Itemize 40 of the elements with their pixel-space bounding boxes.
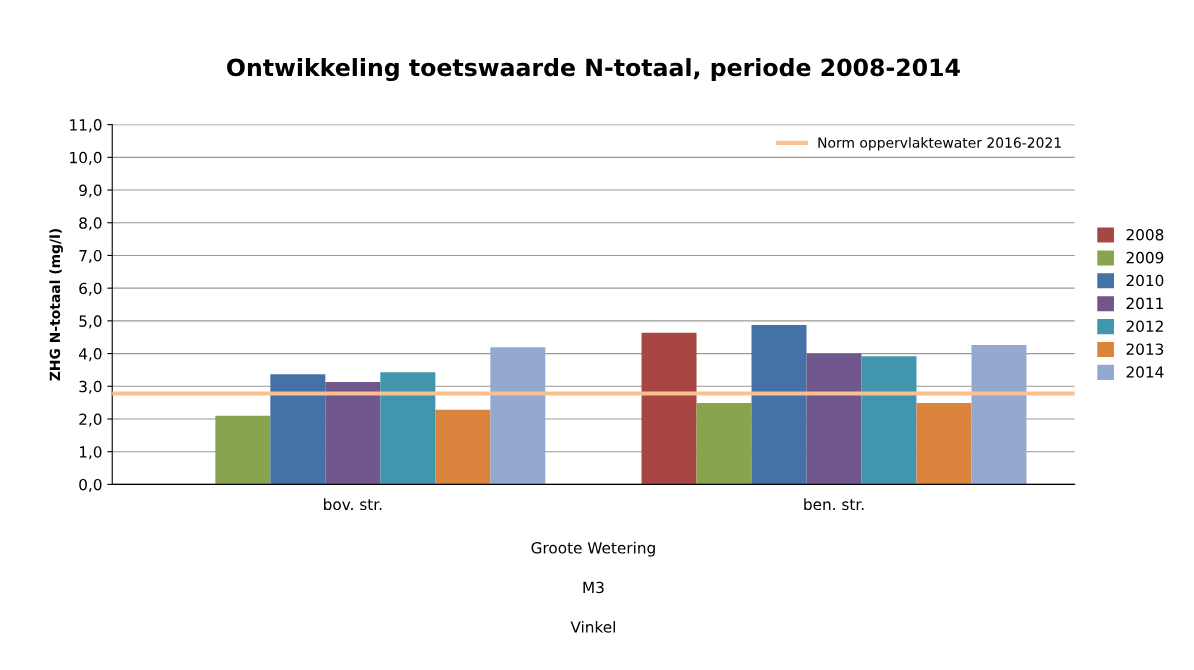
y-tick-label: 3,0 (79, 380, 102, 394)
y-tick-label: 5,0 (79, 315, 102, 329)
text: Vinkel (570, 620, 615, 633)
bar (215, 415, 271, 485)
y-tick-label: 6,0 (79, 282, 102, 296)
legend-label: 2011 (1126, 297, 1163, 310)
legend-label: 2012 (1126, 320, 1163, 333)
y-tick-label: 4,0 (78, 348, 102, 362)
x-tick-label: bov. str. (324, 498, 382, 511)
text: M3 (583, 581, 604, 594)
y-tick-label: 1,0 (79, 446, 102, 460)
bar (971, 345, 1027, 485)
text: Groote Wetering (531, 541, 655, 557)
bar (325, 382, 381, 485)
y-tick-label: 10,0 (70, 151, 102, 165)
legend-label: 2014 (1126, 366, 1164, 378)
bar (490, 347, 546, 485)
y-axis-title: ZHG N-totaal (mg/l) (49, 229, 63, 381)
bar (641, 332, 697, 485)
y-tick-label: 0,0 (79, 478, 102, 492)
x-tick-label: ben. str. (804, 498, 864, 511)
legend-label: 2009 (1126, 251, 1164, 264)
bar (861, 356, 917, 485)
bar (916, 402, 972, 485)
legend-label: 2010 (1126, 274, 1164, 287)
bar (751, 325, 807, 485)
bar (806, 353, 862, 485)
chart-title: Ontwikkeling toetswaarde N-totaal, periode 2008-2014 (227, 58, 960, 82)
y-tick-label: 8,0 (79, 217, 102, 231)
legend-label: 2013 (1126, 343, 1164, 355)
y-tick-label: 7,0 (79, 249, 102, 264)
y-tick-label: 9,0 (79, 184, 102, 198)
legend-label: 2008 (1126, 228, 1164, 241)
bar (380, 372, 436, 485)
bar (696, 402, 752, 485)
legend-label: Norm oppervlaktewater 2016-2021 (818, 137, 1061, 151)
bar (270, 374, 326, 485)
y-tick-label: 2,0 (79, 413, 102, 427)
y-tick-label: 11,0 (70, 119, 102, 133)
bar (435, 409, 491, 485)
